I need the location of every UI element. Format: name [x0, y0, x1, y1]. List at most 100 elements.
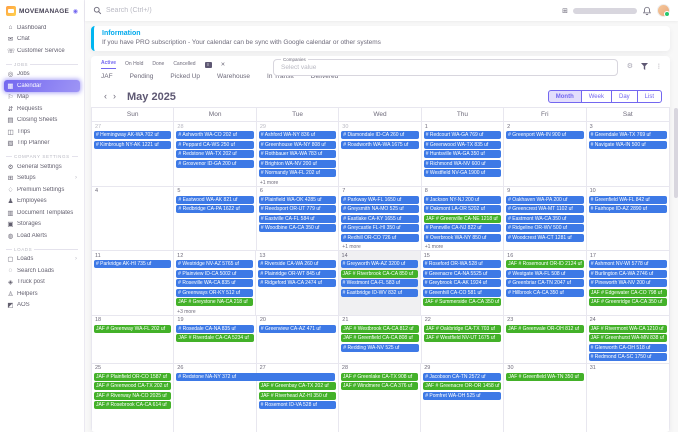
- sidebar-item-calendar[interactable]: ▦ Calendar: [4, 80, 80, 92]
- calendar-day-cell[interactable]: 16 JAF # Rosemount OR-ID 2124 uf # Westgat…: [504, 250, 587, 315]
- calendar-day-cell[interactable]: 21 JAF # Westbrook CA-CA 812 uf JAF # Gree…: [339, 314, 422, 363]
- event-chip[interactable]: # Redstone WA-TX 202 uf: [176, 150, 254, 158]
- tab-pending[interactable]: Pending: [129, 73, 154, 80]
- event-chip[interactable]: # Rosemont ID-VA 528 uf: [258, 401, 336, 409]
- event-chip[interactable]: JAF # Riverhead AZ-HI 350 uf: [258, 391, 336, 400]
- event-chip[interactable]: # Greybrook CA-AK 1924 uf: [422, 279, 502, 287]
- event-chip[interactable]: # Redstone NA-NY 372 uf: [176, 372, 335, 381]
- sidebar-item-customer-service[interactable]: ☏ Customer Service: [4, 45, 80, 57]
- event-chip[interactable]: # Huntsville WA-GA 350 uf: [423, 150, 502, 158]
- event-chip[interactable]: JAF # Greenbay CA-TX 202 uf: [258, 382, 336, 390]
- calendar-day-cell[interactable]: 10 # Greenfield WA-FL 842 uf # Fairhope ID…: [586, 185, 669, 251]
- event-chip[interactable]: # Eastmont WA-CA 350 uf: [506, 214, 584, 223]
- sidebar-item-load-alerts[interactable]: ◍ Load Alerts: [4, 230, 80, 242]
- calendar-day-cell[interactable]: 28 # Ashworth WA-CO 202 uf # Peppard CA-WS…: [174, 121, 257, 186]
- next-month-button[interactable]: ›: [113, 91, 116, 101]
- event-chip[interactable]: JAF # Windmere CA-CA 376 uf: [340, 382, 419, 390]
- calendar-day-cell[interactable]: 15 # Roseford OR-WA 528 uf # Greenacre CA-…: [420, 250, 505, 315]
- calendar-day-cell[interactable]: 5 # Eastwood WA-AK 821 uf # Redbridge CA-P…: [174, 185, 257, 250]
- calendar-day-cell[interactable]: 9 # Oakhaven WA-PA 200 uf # Greencrest WA-…: [504, 185, 587, 250]
- scrollbar-track[interactable]: [674, 0, 678, 432]
- more-events-link[interactable]: +3 more: [177, 308, 196, 315]
- sidebar-item-loads[interactable]: ▢ Loads ›: [4, 254, 80, 266]
- event-chip[interactable]: # Plainfield WA-OK 4285 uf: [258, 195, 337, 204]
- event-chip[interactable]: # Parkway WA-FL 1650 uf: [341, 195, 419, 204]
- event-chip[interactable]: # Redbridge CA-PA 1622 uf: [176, 205, 254, 213]
- event-chip[interactable]: # Ashworth WA-CO 202 uf: [176, 131, 254, 139]
- status-tab-on-hold[interactable]: On Hold: [125, 60, 144, 67]
- view-button-day[interactable]: Day: [610, 90, 638, 103]
- calendar-day-cell[interactable]: 20 # Greenview CA-AZ 471 uf: [256, 314, 340, 363]
- event-chip[interactable]: # Burlington CA-WA 2746 uf: [588, 269, 667, 278]
- gear-icon[interactable]: ⚙: [626, 63, 633, 70]
- status-tab-cancelled[interactable]: Cancelled: [173, 60, 196, 67]
- event-chip[interactable]: # Eastlake CA-KY 1655 uf: [341, 214, 419, 223]
- user-name-redacted[interactable]: [573, 7, 637, 14]
- event-chip[interactable]: JAF # Riverdale CA-CA 5234 uf: [176, 334, 254, 342]
- event-chip[interactable]: # Brighton WA-NV 200 uf: [258, 159, 337, 168]
- event-chip[interactable]: # Overbrook WA-NY 850 uf: [423, 233, 502, 242]
- event-chip[interactable]: # Eastville CA-FL 584 uf: [258, 214, 337, 223]
- filter-icon[interactable]: [641, 63, 648, 70]
- event-chip[interactable]: # Greencrest WA-MT 1102 uf: [506, 205, 584, 213]
- event-chip[interactable]: # Roseford OR-WA 528 uf: [422, 260, 502, 268]
- calendar-day-cell[interactable]: 2 # Greenport WA-IN 900 uf: [504, 121, 587, 186]
- event-chip[interactable]: # Diamondale ID-CA 260 uf: [341, 131, 419, 139]
- scrollbar-thumb[interactable]: [674, 108, 678, 198]
- calendar-day-cell[interactable]: 29 # Ashford WA-NY 836 uf # Greenhouse WA-…: [256, 121, 340, 186]
- event-chip[interactable]: JAF # Rosebrook CA-CA 614 uf: [94, 401, 172, 409]
- event-chip[interactable]: # Westgate WA-FL 508 uf: [506, 269, 584, 278]
- event-chip[interactable]: # Greysmith NA-MO 525 uf: [341, 205, 419, 213]
- event-chip[interactable]: # Woodbine CA-CA 350 uf: [258, 224, 337, 232]
- event-chip[interactable]: # Greenacre CA-NA 5525 uf: [422, 269, 502, 278]
- calendar-day-cell[interactable]: 26 # Redstone NA-NY 372 uf: [174, 362, 335, 432]
- calendar-day-cell[interactable]: 30 JAF # Greenfield WA-TN 350 uf: [504, 362, 587, 432]
- event-chip[interactable]: # Rothbauer WA-WA 783 uf: [258, 150, 337, 158]
- event-chip[interactable]: JAF # Greenacre OR-OR 1458 uf: [423, 382, 502, 390]
- event-chip[interactable]: # Pineworth WA-NV 200 uf: [588, 279, 667, 287]
- event-chip[interactable]: # Roseville WA-CA 835 uf: [176, 279, 254, 287]
- event-chip[interactable]: JAF # Rosemount OR-ID 2124 uf: [506, 260, 584, 268]
- tab-warehouse[interactable]: Warehouse: [217, 73, 251, 80]
- calendar-day-cell[interactable]: 7 # Parkway WA-FL 1650 uf # Greysmith NA-M…: [339, 185, 422, 250]
- event-chip[interactable]: # Parkridge AK-HI 735 uf: [94, 260, 172, 268]
- event-chip[interactable]: # Pomfret WA-OH 525 uf: [423, 391, 502, 400]
- calendar-day-cell[interactable]: 17 # Ashmont NV-WI 5778 uf # Burlington CA…: [586, 250, 669, 315]
- more-events-link[interactable]: +1 more: [424, 244, 444, 250]
- event-chip[interactable]: JAF # Summerside CA-CA 350 uf: [422, 298, 502, 306]
- calendar-day-cell[interactable]: 8 # Jackson NY-NJ 200 uf # Oakmont LA-OR 5…: [421, 185, 505, 250]
- sidebar-pin-icon[interactable]: ◉: [72, 8, 78, 15]
- sidebar-item-chat[interactable]: ✉ Chat: [4, 34, 80, 46]
- event-chip[interactable]: # Oakmont LA-OR 5202 uf: [423, 205, 502, 213]
- event-chip[interactable]: # Normandy WA-FL 202 uf: [258, 169, 337, 177]
- calendar-day-cell[interactable]: 28 JAF # Greenlake CA-TX 908 uf JAF # Wind…: [338, 362, 422, 432]
- event-chip[interactable]: JAF # Greenlake CA-TX 908 uf: [340, 372, 419, 381]
- event-chip[interactable]: # Reedsport OR-UT 779 uf: [258, 205, 337, 213]
- sidebar-item-employees[interactable]: ♟ Employees: [4, 196, 80, 208]
- sidebar-item-search-loads[interactable]: ◌ Search Loads: [4, 265, 80, 277]
- calendar-day-cell[interactable]: 4: [92, 185, 175, 250]
- sidebar-item-premium-settings[interactable]: ♢ Premium Settings: [4, 184, 80, 196]
- calendar-day-cell[interactable]: 29 # Jacobson CA-TN 2572 uf JAF # Greenacr…: [421, 362, 505, 432]
- event-chip[interactable]: # Ridgeline OR-WV 500 uf: [506, 224, 584, 232]
- avatar[interactable]: [657, 4, 670, 17]
- event-chip[interactable]: # Hillbrook CA-CA 350 uf: [506, 288, 584, 297]
- event-chip[interactable]: JAF # Rivermont WA-CA 1210 uf: [588, 324, 667, 333]
- event-chip[interactable]: JAF # Westbrook CA-CA 812 uf: [341, 324, 419, 333]
- view-button-list[interactable]: List: [636, 90, 662, 103]
- event-chip[interactable]: # Westridge NV-AZ 5765 uf: [176, 260, 254, 268]
- event-chip[interactable]: # Greyworth WA-AZ 3200 uf: [340, 260, 418, 268]
- sidebar-item-aos[interactable]: ◩ AOS: [4, 300, 80, 312]
- sidebar-item-trips[interactable]: ◫ Trips: [4, 126, 80, 138]
- event-chip[interactable]: # Hemingway AK-WA 702 uf: [94, 131, 172, 139]
- sidebar-item-jobs[interactable]: ◎ Jobs: [4, 69, 80, 81]
- event-chip[interactable]: # Plainridge OR-WT 845 uf: [258, 269, 336, 278]
- event-chip[interactable]: JAF # Plainfield OR-CO 1587 uf: [94, 372, 172, 381]
- prev-month-button[interactable]: ‹: [104, 91, 107, 101]
- bell-icon[interactable]: [642, 6, 652, 16]
- event-chip[interactable]: # Glenworth CA-OH 518 uf: [588, 343, 667, 352]
- event-chip[interactable]: # Navigate WA-IN 500 uf: [588, 140, 667, 149]
- event-chip[interactable]: # Redmond CA-SC 1750 uf: [588, 353, 667, 361]
- event-chip[interactable]: # Ashmont NV-WI 5778 uf: [588, 260, 667, 268]
- calendar-day-cell[interactable]: 30 # Diamondale ID-CA 260 uf # Roadworth W…: [339, 121, 422, 186]
